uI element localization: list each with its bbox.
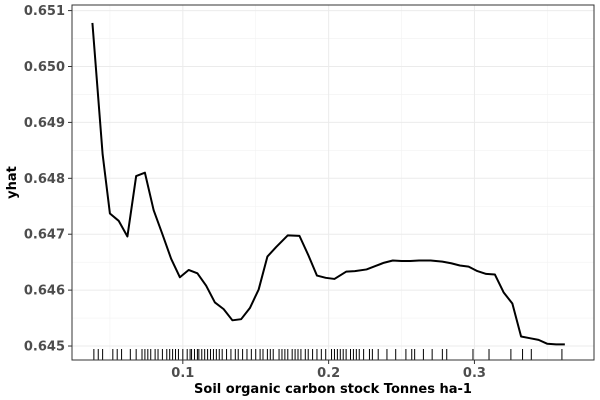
y-axis-title: yhat bbox=[5, 166, 20, 199]
y-tick-label: 0.646 bbox=[24, 284, 65, 299]
y-axis-ticks: 0.645 0.646 0.647 0.648 0.649 0.650 0.651 bbox=[24, 4, 72, 355]
rug-marks bbox=[93, 349, 563, 360]
x-axis-ticks: 0.1 0.2 0.3 bbox=[171, 360, 486, 381]
y-tick-label: 0.647 bbox=[24, 228, 65, 243]
y-tick-label: 0.648 bbox=[24, 172, 65, 187]
x-tick-label: 0.1 bbox=[171, 366, 194, 381]
minor-grid bbox=[72, 5, 594, 360]
y-tick-label: 0.651 bbox=[24, 4, 65, 19]
major-grid bbox=[72, 5, 594, 360]
x-tick-label: 0.3 bbox=[463, 366, 486, 381]
y-tick-label: 0.650 bbox=[24, 60, 65, 75]
x-axis-title: Soil organic carbon stock Tonnes ha-1 bbox=[194, 382, 472, 397]
yhat-line bbox=[91, 22, 565, 346]
plot-panel-border bbox=[71, 4, 595, 361]
y-tick-label: 0.649 bbox=[24, 116, 65, 131]
y-tick-label: 0.645 bbox=[24, 340, 65, 355]
x-tick-label: 0.2 bbox=[317, 366, 340, 381]
